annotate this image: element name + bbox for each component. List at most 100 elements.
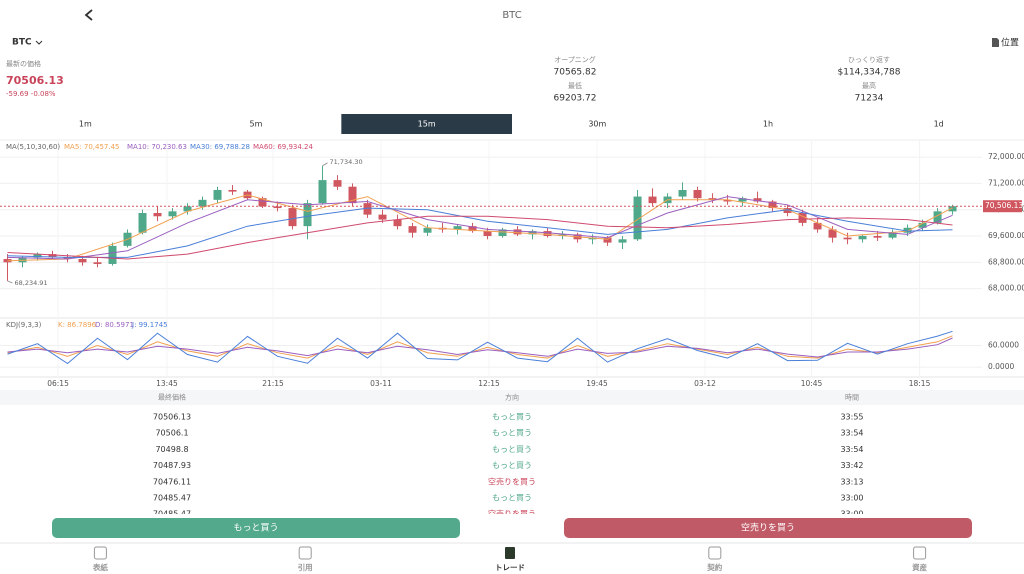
timeframe-tab[interactable]: 30m xyxy=(588,120,606,129)
table-cell: 70498.8 xyxy=(155,445,188,454)
short-button[interactable] xyxy=(564,518,972,538)
timeframe-tab[interactable]: 5m xyxy=(250,120,263,129)
legend-entry: MA5: 70,457.45 xyxy=(64,143,120,151)
symbol-selector[interactable]: BTC xyxy=(12,38,32,48)
candle-body xyxy=(738,198,747,202)
nav-label[interactable]: 引用 xyxy=(298,562,313,572)
y-tick-label: 0.0000 xyxy=(988,362,1014,371)
candle-body xyxy=(648,196,657,204)
legend-entry: MA60: 69,934.24 xyxy=(253,143,313,151)
candle-body xyxy=(708,198,717,200)
page-title: BTC xyxy=(502,10,521,21)
candle-body xyxy=(168,211,177,217)
candle-body xyxy=(528,231,537,235)
nav-label[interactable]: 表紙 xyxy=(93,562,108,572)
table-cell: 33:54 xyxy=(840,445,863,454)
candle-body xyxy=(318,180,327,204)
legend-entry: K: 86.7896 xyxy=(58,321,97,329)
price-change: -59.69 -0.08% xyxy=(6,90,56,98)
indicator-line xyxy=(7,194,953,262)
nav-label[interactable]: 契約 xyxy=(706,562,722,572)
candle-body xyxy=(603,237,612,243)
high-marker xyxy=(322,162,328,167)
candle-body xyxy=(78,259,87,263)
column-header: 方向 xyxy=(505,393,519,402)
nav-icon[interactable] xyxy=(505,547,515,559)
candle-body xyxy=(138,212,147,233)
candle-body xyxy=(618,239,627,243)
table-cell: 33:54 xyxy=(840,429,863,438)
x-tick-label: 18:15 xyxy=(909,379,931,388)
last-price: 70506.13 xyxy=(6,74,64,87)
table-cell: 33:00 xyxy=(840,494,863,503)
candle-body xyxy=(933,211,942,223)
volume-value: $114,334,788 xyxy=(838,68,901,78)
y-tick-label: 71,200.00 xyxy=(988,178,1024,187)
legend-entry: MA30: 69,788.28 xyxy=(190,143,250,151)
candle-body xyxy=(33,254,42,258)
candle-body xyxy=(483,231,492,237)
candle-body xyxy=(828,229,837,238)
x-tick-label: 19:45 xyxy=(586,379,608,388)
nav-label[interactable]: トレード xyxy=(495,563,525,572)
legend-entry: J: 99.1745 xyxy=(131,321,168,329)
x-tick-label: 03-12 xyxy=(694,379,716,388)
candle-body xyxy=(513,229,522,235)
long-button[interactable] xyxy=(52,518,460,538)
table-cell: 33:13 xyxy=(840,477,863,486)
legend-entry: MA10: 70,230.63 xyxy=(127,143,187,151)
indicator-line xyxy=(7,330,953,365)
candle-body xyxy=(108,245,117,264)
last-price-label: 70,506.13 xyxy=(985,201,1023,210)
nav-icon[interactable] xyxy=(913,546,927,560)
low-label: 最低 xyxy=(568,81,582,90)
open-label: オープニング xyxy=(554,55,596,64)
indicator-line xyxy=(7,335,953,359)
candle-body xyxy=(888,232,897,238)
candle-body xyxy=(153,212,162,217)
timeframe-tab[interactable]: 1m xyxy=(79,120,92,129)
candle-body xyxy=(303,203,312,227)
nav-icon[interactable] xyxy=(298,546,312,560)
timeframe-tab[interactable]: 1d xyxy=(934,120,944,129)
candle-body xyxy=(468,226,477,232)
candle-body xyxy=(768,201,777,209)
nav-label[interactable]: 資産 xyxy=(912,562,927,572)
candle-body xyxy=(393,219,402,227)
x-tick-label: 10:45 xyxy=(801,379,823,388)
candle-body xyxy=(783,208,792,213)
column-header: 時間 xyxy=(845,394,859,402)
nav-icon[interactable] xyxy=(708,546,722,560)
timeframe-tab[interactable]: 1h xyxy=(763,120,773,129)
timeframe-tab[interactable]: 15m xyxy=(418,120,436,129)
table-cell: 70485.47 xyxy=(153,494,191,503)
low-value: 69203.72 xyxy=(554,94,597,104)
candle-body xyxy=(723,199,732,202)
position-link[interactable]: 位置 xyxy=(1001,37,1019,49)
candle-body xyxy=(903,227,912,233)
candle-body xyxy=(948,206,957,212)
active-tab[interactable] xyxy=(341,114,512,134)
last-price-label: 最新の価格 xyxy=(6,59,41,68)
candle-body xyxy=(858,236,867,240)
x-tick-label: 06:15 xyxy=(47,379,69,388)
table-header-bg xyxy=(0,390,1024,405)
nav-icon[interactable] xyxy=(93,546,107,560)
x-tick-label: 12:15 xyxy=(478,379,500,388)
table-cell: 70506.13 xyxy=(153,413,191,422)
candle-body xyxy=(48,254,57,258)
indicator-label: MA(5,10,30,60) xyxy=(6,143,60,151)
candle-body xyxy=(408,226,417,233)
indicator-line xyxy=(7,215,953,260)
candle-body xyxy=(213,189,222,200)
table-cell: 70487.93 xyxy=(153,461,191,470)
high-annotation: 71,734.30 xyxy=(330,158,363,166)
candle-body xyxy=(63,257,72,260)
y-tick-label: 72,000.00 xyxy=(988,152,1024,161)
y-tick-label: 60.0000 xyxy=(988,340,1019,349)
x-tick-label: 03-11 xyxy=(370,379,392,388)
y-tick-label: 68,000.00 xyxy=(988,284,1024,293)
back-button[interactable] xyxy=(84,9,93,21)
candle-body xyxy=(273,206,282,209)
